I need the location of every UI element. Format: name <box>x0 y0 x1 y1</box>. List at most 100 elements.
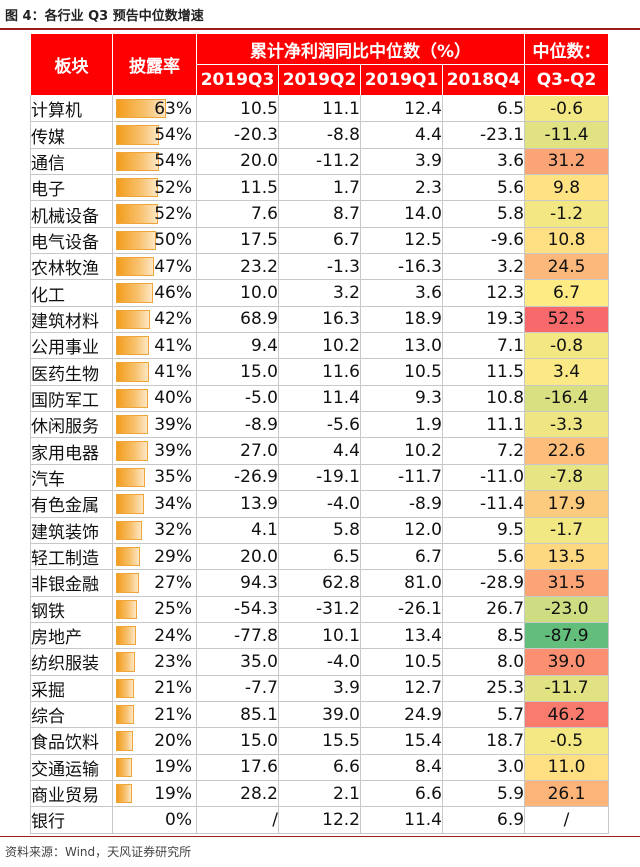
table-row: 电子 52% 11.5 1.7 2.3 5.6 9.8 <box>30 174 610 202</box>
disclosure-bar <box>116 309 150 330</box>
value-q1: 13.4 <box>360 621 443 650</box>
sector-name: 医药生物 <box>30 358 113 386</box>
value-q1: -16.3 <box>360 253 443 281</box>
disclosure-cell: 40% <box>112 384 197 413</box>
change-cell: 31.5 <box>524 569 610 597</box>
sector-name: 休闲服务 <box>30 411 113 439</box>
disclosure-bar <box>116 599 137 619</box>
table-row: 有色金属 34% 13.9 -4.0 -8.9 -11.4 17.9 <box>30 490 610 518</box>
value-q3: -20.3 <box>196 121 279 149</box>
value-q2: 2.1 <box>278 779 361 808</box>
value-q2: 39.0 <box>278 700 361 729</box>
change-cell: -3.3 <box>524 411 610 439</box>
sector-name: 轻工制造 <box>30 542 113 571</box>
change-cell: / <box>524 806 610 834</box>
header-group: 累计净利润同比中位数（%） <box>195 33 526 65</box>
disclosure-rate: 54% <box>154 151 192 172</box>
value-q3: 10.0 <box>196 279 279 307</box>
disclosure-rate: 27% <box>154 572 192 593</box>
value-q2: 4.4 <box>278 437 361 465</box>
value-q4: 3.2 <box>441 253 526 281</box>
disclosure-bar <box>116 178 158 198</box>
disclosure-rate: 21% <box>154 678 192 699</box>
disclosure-cell: 46% <box>112 279 197 307</box>
sector-name: 交通运输 <box>30 753 113 781</box>
value-q4: 8.5 <box>441 621 526 650</box>
disclosure-cell: 19% <box>112 779 197 808</box>
disclosure-cell: 63% <box>112 94 197 123</box>
value-q3: 28.2 <box>196 779 279 808</box>
value-q4: 10.8 <box>441 384 526 413</box>
disclosure-bar <box>116 546 140 567</box>
header-row-bottom: 2019Q3 2019Q2 2019Q1 2018Q4 Q3-Q2 <box>31 64 610 96</box>
disclosure-rate: 39% <box>154 441 192 462</box>
disclosure-bar <box>116 125 159 145</box>
value-q2: 10.2 <box>278 332 361 360</box>
disclosure-cell: 54% <box>112 147 197 176</box>
table-row: 休闲服务 39% -8.9 -5.6 1.9 11.1 -3.3 <box>30 411 610 439</box>
value-q2: 15.5 <box>278 727 361 755</box>
value-q4: 7.1 <box>441 332 526 360</box>
table-row: 纺织服装 23% 35.0 -4.0 10.5 8.0 39.0 <box>30 648 610 676</box>
header-period: 2019Q1 <box>360 64 443 96</box>
value-q1: -26.1 <box>360 595 443 623</box>
disclosure-cell: 19% <box>112 753 197 781</box>
change-cell: 22.6 <box>524 437 610 465</box>
value-q3: -77.8 <box>196 621 279 650</box>
disclosure-rate: 46% <box>154 283 192 304</box>
value-q3: 23.2 <box>196 253 279 281</box>
change-cell: 31.2 <box>524 147 610 176</box>
figure-title: 图 4：各行业 Q3 预告中位数增速 <box>5 9 204 24</box>
disclosure-rate: 0% <box>165 809 192 830</box>
change-cell: -0.6 <box>524 94 610 123</box>
value-q4: 5.9 <box>441 779 526 808</box>
value-q1: 2.3 <box>360 174 443 202</box>
sector-name: 电子 <box>30 174 113 202</box>
value-q2: 6.5 <box>278 542 361 571</box>
value-q1: 1.9 <box>360 411 443 439</box>
sector-name: 食品饮料 <box>30 727 113 755</box>
disclosure-bar <box>116 151 159 172</box>
change-cell: 10.8 <box>524 226 610 255</box>
value-q1: 18.9 <box>360 305 443 334</box>
change-cell: -87.9 <box>524 621 610 650</box>
value-q3: 15.0 <box>196 358 279 386</box>
disclosure-bar <box>116 257 154 277</box>
sector-name: 商业贸易 <box>30 779 113 808</box>
disclosure-rate: 54% <box>154 125 192 146</box>
value-q3: -26.9 <box>196 463 279 492</box>
disclosure-rate: 19% <box>154 783 192 804</box>
disclosure-cell: 21% <box>112 674 197 702</box>
header-disclosure: 披露率 <box>112 33 197 96</box>
disclosure-rate: 32% <box>154 520 192 541</box>
disclosure-rate: 19% <box>154 757 192 778</box>
disclosure-bar <box>116 283 153 303</box>
value-q2: -1.3 <box>278 253 361 281</box>
sector-name: 国防军工 <box>30 384 113 413</box>
change-cell: 3.4 <box>524 358 610 386</box>
value-q1: 8.4 <box>360 753 443 781</box>
value-q4: 26.7 <box>441 595 526 623</box>
disclosure-rate: 21% <box>154 704 192 725</box>
header-change-top: 中位数： <box>524 33 610 65</box>
sector-name: 公用事业 <box>30 332 113 360</box>
table-row: 交通运输 19% 17.6 6.6 8.4 3.0 11.0 <box>30 753 610 781</box>
disclosure-bar <box>116 415 148 435</box>
table-row: 商业贸易 19% 28.2 2.1 6.6 5.9 26.1 <box>30 779 610 808</box>
disclosure-rate: 25% <box>154 599 192 620</box>
change-cell: 39.0 <box>524 648 610 676</box>
value-q4: 11.5 <box>441 358 526 386</box>
value-q1: 24.9 <box>360 700 443 729</box>
header-period: 2018Q4 <box>441 64 526 96</box>
value-q1: 15.4 <box>360 727 443 755</box>
sector-table: 板块 披露率 累计净利润同比中位数（%） 中位数： 2019Q3 2019Q2 … <box>30 33 610 834</box>
disclosure-rate: 40% <box>154 388 192 409</box>
disclosure-bar <box>116 336 149 356</box>
table-row: 采掘 21% -7.7 3.9 12.7 25.3 -11.7 <box>30 674 610 702</box>
value-q3: 4.1 <box>196 516 279 544</box>
value-q4: 8.0 <box>441 648 526 676</box>
disclosure-cell: 32% <box>112 516 197 544</box>
value-q4: -23.1 <box>441 121 526 149</box>
value-q4: 9.5 <box>441 516 526 544</box>
disclosure-bar <box>116 652 135 672</box>
